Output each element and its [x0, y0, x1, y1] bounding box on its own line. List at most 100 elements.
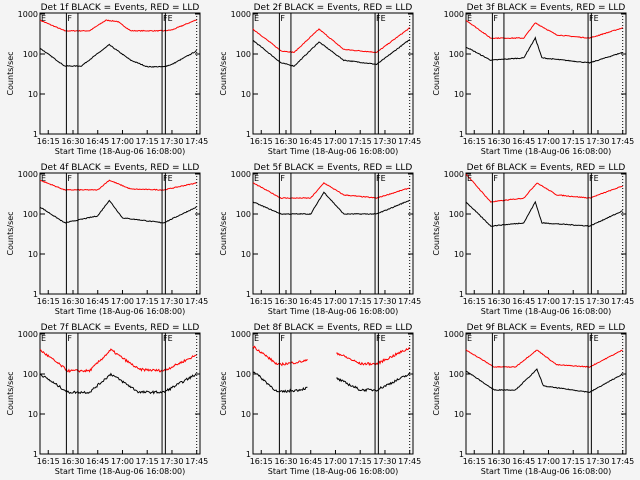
x-tick-label: 16:15 — [463, 457, 486, 466]
x-tick-label: 17:30 — [586, 457, 609, 466]
x-tick-label: 16:30 — [61, 457, 84, 466]
y-tick-label: 10 — [454, 90, 464, 99]
series-events — [465, 368, 623, 393]
x-tick-label: 17:15 — [562, 457, 585, 466]
series-events — [252, 371, 411, 393]
y-tick-label: 10 — [241, 250, 251, 259]
marker-label: FE — [589, 14, 599, 23]
y-axis-label: Counts/sec — [432, 371, 441, 415]
series-events — [465, 36, 623, 64]
marker-label: F — [280, 334, 285, 343]
y-tick-label: 100 — [23, 50, 38, 59]
y-tick-label: 1000 — [444, 330, 464, 339]
y-axis-label: Counts/sec — [6, 211, 15, 255]
x-tick-label: 16:30 — [487, 457, 510, 466]
y-tick-label: 100 — [449, 50, 464, 59]
x-tick-label: 17:30 — [373, 457, 396, 466]
x-tick-label: 17:30 — [586, 297, 609, 306]
series-events — [39, 372, 197, 395]
plot-frame — [465, 332, 627, 455]
y-axis-label: Counts/sec — [219, 211, 228, 255]
y-tick-label: 10 — [28, 90, 38, 99]
panel-det-7: Det 7f BLACK = Events, RED = LLD 1 10 100 10… — [6, 323, 208, 476]
x-tick-label: 16:30 — [487, 137, 510, 146]
x-tick-label: 17:00 — [537, 137, 560, 146]
series-lld — [39, 19, 197, 32]
x-axis-label: Start Time (18-Aug-06 16:08:00) — [481, 307, 612, 316]
x-tick-label: 16:15 — [463, 137, 486, 146]
panel-det-9: Det 9f BLACK = Events, RED = LLD 1 10 100 10… — [432, 323, 634, 476]
y-tick-label: 10 — [454, 250, 464, 259]
x-tick-label: 16:30 — [274, 297, 297, 306]
y-tick-label: 10 — [454, 410, 464, 419]
panel-title: Det 2f BLACK = Events, RED = LLD — [254, 3, 413, 13]
marker-label: E — [254, 174, 259, 183]
panel-title: Det 5f BLACK = Events, RED = LLD — [254, 163, 413, 173]
x-axis-label: Start Time (18-Aug-06 16:08:00) — [55, 147, 186, 156]
panel-det-4: Det 4f BLACK = Events, RED = LLD 1 10 100 10… — [6, 163, 208, 316]
y-tick-label: 10 — [28, 410, 38, 419]
series-lld — [465, 174, 623, 203]
panel-det-6: Det 6f BLACK = Events, RED = LLD 1 10 100 10… — [432, 163, 634, 316]
marker-label: FE — [589, 334, 599, 343]
y-tick-label: 1000 — [444, 10, 464, 19]
series-lld — [252, 27, 410, 54]
x-tick-label: 17:15 — [136, 137, 159, 146]
marker-label: F — [280, 174, 285, 183]
panel-title: Det 1f BLACK = Events, RED = LLD — [41, 3, 200, 13]
x-tick-label: 16:15 — [250, 457, 273, 466]
y-tick-label: 1000 — [231, 330, 251, 339]
x-tick-label: 16:45 — [512, 457, 535, 466]
x-tick-label: 17:00 — [324, 457, 347, 466]
x-tick-label: 17:30 — [160, 457, 183, 466]
marker-label: FE — [163, 14, 173, 23]
x-tick-label: 17:15 — [136, 297, 159, 306]
marker-label: F — [67, 14, 72, 23]
x-tick-label: 16:30 — [61, 137, 84, 146]
y-tick-label: 10 — [28, 250, 38, 259]
y-tick-label: 100 — [236, 50, 251, 59]
y-tick-label: 1 — [33, 290, 38, 299]
x-tick-label: 17:45 — [185, 457, 208, 466]
y-axis-label: Counts/sec — [219, 371, 228, 415]
x-tick-label: 17:30 — [160, 137, 183, 146]
x-tick-label: 17:15 — [562, 297, 585, 306]
series-lld — [39, 179, 197, 191]
y-tick-label: 100 — [449, 370, 464, 379]
y-tick-label: 10 — [241, 90, 251, 99]
y-tick-label: 100 — [449, 210, 464, 219]
x-tick-label: 17:00 — [324, 137, 347, 146]
x-tick-label: 16:30 — [274, 137, 297, 146]
x-tick-label: 17:00 — [111, 137, 134, 146]
x-tick-label: 17:30 — [586, 137, 609, 146]
series-lld — [465, 20, 623, 40]
y-tick-label: 100 — [236, 370, 251, 379]
panel-det-1: Det 1f BLACK = Events, RED = LLD 1 10 100 10… — [6, 3, 208, 156]
series-events — [39, 199, 197, 224]
x-tick-label: 16:30 — [274, 457, 297, 466]
x-tick-label: 17:45 — [611, 457, 634, 466]
x-tick-label: 17:00 — [537, 457, 560, 466]
x-tick-label: 17:15 — [136, 457, 159, 466]
y-axis-label: Counts/sec — [6, 51, 15, 95]
y-axis-label: Counts/sec — [219, 51, 228, 95]
y-tick-label: 100 — [23, 210, 38, 219]
marker-label: F — [67, 174, 72, 183]
x-tick-label: 17:15 — [562, 137, 585, 146]
marker-label: F — [280, 14, 285, 23]
x-tick-label: 17:30 — [373, 137, 396, 146]
x-tick-label: 17:00 — [324, 297, 347, 306]
marker-label: FE — [376, 174, 386, 183]
x-tick-label: 16:15 — [250, 297, 273, 306]
x-tick-label: 17:30 — [160, 297, 183, 306]
marker-label: E — [467, 174, 472, 183]
panel-det-2: Det 2f BLACK = Events, RED = LLD 1 10 100 10… — [219, 3, 421, 156]
series-events — [39, 43, 197, 68]
x-tick-label: 16:45 — [86, 137, 109, 146]
y-tick-label: 100 — [23, 370, 38, 379]
x-tick-label: 17:00 — [537, 297, 560, 306]
plot-frame — [39, 172, 201, 295]
x-axis-label: Start Time (18-Aug-06 16:08:00) — [481, 467, 612, 476]
plot-frame — [465, 12, 627, 135]
y-axis-label: Counts/sec — [432, 51, 441, 95]
